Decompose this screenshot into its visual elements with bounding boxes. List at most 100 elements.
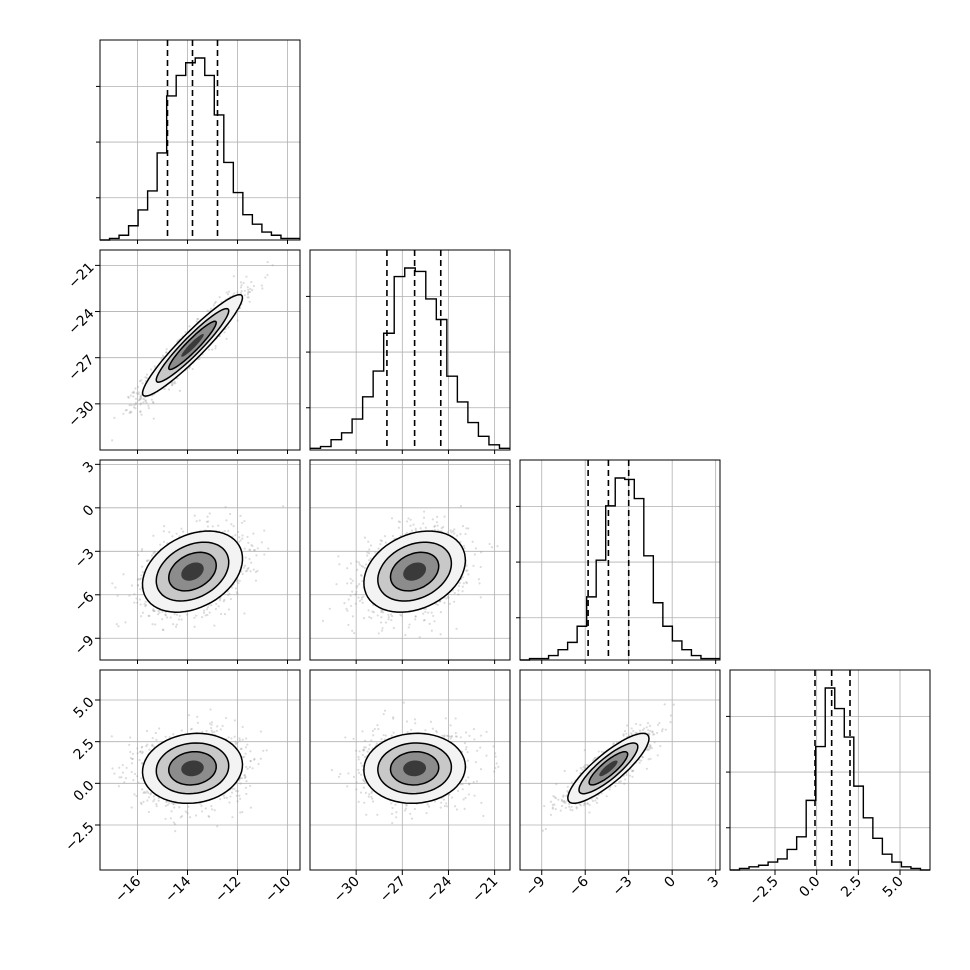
scatter-point: [152, 400, 155, 404]
scatter-point: [141, 611, 145, 614]
scatter-point: [130, 404, 133, 407]
scatter-point: [137, 399, 140, 402]
scatter-point: [152, 534, 155, 537]
scatter-point: [111, 439, 114, 442]
scatter-point: [463, 547, 466, 550]
scatter-point: [398, 520, 402, 524]
scatter-point: [207, 520, 210, 523]
scatter-point: [243, 776, 247, 780]
scatter-point: [145, 745, 148, 748]
scatter-point: [227, 290, 231, 293]
scatter-point: [207, 348, 211, 351]
scatter-point: [171, 623, 175, 626]
scatter-point: [128, 403, 131, 407]
scatter-point: [195, 320, 198, 323]
scatter-point: [130, 584, 134, 587]
scatter-point: [206, 606, 210, 609]
scatter-point: [208, 611, 211, 614]
scatter-point: [354, 592, 358, 596]
scatter-point: [461, 585, 464, 588]
scatter-point: [230, 523, 233, 526]
scatter-point: [387, 615, 390, 619]
scatter-point: [357, 596, 360, 599]
scatter-point: [222, 600, 225, 603]
scatter-point: [422, 522, 425, 525]
scatter-point: [135, 392, 138, 395]
scatter-point: [165, 351, 168, 354]
scatter-point: [204, 614, 207, 617]
scatter-point: [148, 614, 151, 617]
scatter-point: [422, 619, 426, 622]
scatter-point: [162, 628, 165, 632]
scatter-point: [253, 548, 256, 552]
scatter-point: [148, 748, 151, 751]
scatter-point: [134, 397, 138, 400]
scatter-point: [254, 570, 258, 574]
scatter-point: [239, 811, 242, 814]
scatter-point: [464, 532, 467, 536]
scatter-point: [281, 505, 285, 508]
scatter-point: [461, 590, 464, 593]
scatter-point: [248, 548, 252, 552]
scatter-point: [152, 745, 155, 748]
scatter-point: [358, 583, 361, 586]
scatter-point: [140, 777, 143, 780]
scatter-point: [180, 729, 183, 732]
scatter-point: [358, 599, 362, 603]
scatter-point: [264, 276, 267, 279]
scatter-point: [164, 804, 167, 808]
scatter-point: [266, 273, 269, 277]
scatter-point: [238, 797, 242, 800]
scatter-point: [211, 731, 214, 734]
scatter-point: [233, 735, 236, 738]
scatter-point: [380, 610, 383, 614]
scatter-point: [225, 291, 228, 294]
scatter-point: [391, 534, 394, 538]
scatter-point: [241, 738, 244, 741]
scatter-point: [397, 520, 400, 523]
scatter-point: [213, 730, 216, 733]
scatter-point: [246, 296, 249, 299]
scatter-point: [231, 816, 234, 819]
scatter-point: [445, 597, 448, 600]
scatter-point: [177, 618, 181, 621]
scatter-point: [217, 605, 220, 608]
scatter-point: [427, 611, 430, 614]
scatter-point: [171, 535, 174, 538]
scatter-point: [384, 621, 388, 624]
scatter-point: [368, 615, 371, 619]
scatter-point: [137, 577, 140, 580]
scatter-point: [161, 610, 164, 613]
scatter-point: [136, 578, 139, 581]
scatter-point: [215, 602, 218, 605]
scatter-point: [208, 722, 212, 725]
scatter-point: [442, 525, 445, 529]
scatter-point: [227, 593, 230, 597]
scatter-point: [418, 636, 421, 639]
scatter-point: [335, 583, 338, 586]
scatter-point: [255, 554, 258, 557]
scatter-point: [236, 592, 239, 595]
scatter-point: [187, 805, 190, 808]
scatter-point: [430, 629, 433, 632]
scatter-point: [253, 758, 256, 761]
scatter-point: [165, 616, 169, 619]
scatter-point: [223, 598, 226, 601]
scatter-point: [153, 550, 156, 553]
scatter-point: [198, 357, 201, 360]
scatter-point: [244, 746, 248, 749]
scatter-point: [180, 527, 183, 530]
scatter-point: [151, 743, 154, 746]
scatter-point: [478, 582, 481, 585]
scatter-point: [132, 390, 135, 393]
scatter-point: [219, 728, 222, 731]
scatter-point: [140, 547, 144, 551]
scatter-point: [113, 416, 116, 419]
scatter-point: [158, 611, 161, 614]
scatter-point: [139, 403, 142, 406]
scatter-point: [355, 586, 358, 589]
scatter-point: [133, 593, 136, 596]
scatter-point: [456, 534, 459, 537]
scatter-point: [250, 543, 253, 547]
